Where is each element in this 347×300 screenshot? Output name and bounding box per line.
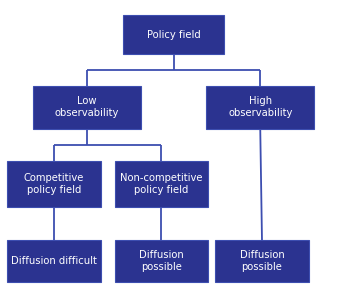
Text: High
observability: High observability [228, 96, 293, 118]
FancyBboxPatch shape [7, 160, 101, 207]
Text: Diffusion difficult: Diffusion difficult [11, 256, 97, 266]
Text: Diffusion
possible: Diffusion possible [139, 250, 184, 272]
Text: Low
observability: Low observability [54, 96, 119, 118]
Text: Competitive
policy field: Competitive policy field [24, 173, 84, 194]
FancyBboxPatch shape [7, 240, 101, 282]
FancyBboxPatch shape [215, 240, 309, 282]
FancyBboxPatch shape [206, 85, 314, 129]
Text: Policy field: Policy field [147, 29, 200, 40]
Text: Non-competitive
policy field: Non-competitive policy field [120, 173, 203, 194]
FancyBboxPatch shape [33, 85, 141, 129]
FancyBboxPatch shape [115, 240, 208, 282]
FancyBboxPatch shape [123, 15, 224, 54]
FancyBboxPatch shape [115, 160, 208, 207]
Text: Diffusion
possible: Diffusion possible [240, 250, 284, 272]
